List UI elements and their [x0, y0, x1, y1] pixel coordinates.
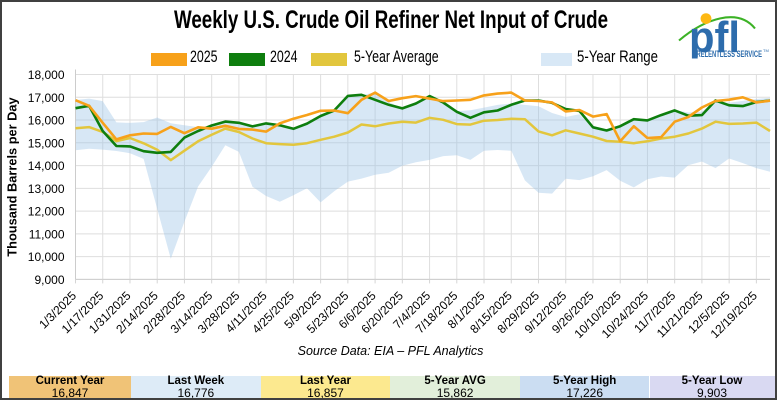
svg-text:14,000: 14,000 [28, 159, 65, 173]
svg-text:Thousand Barrels per Day: Thousand Barrels per Day [5, 96, 20, 256]
svg-text:RELENTLESS SERVICE: RELENTLESS SERVICE [697, 49, 763, 59]
svg-text:16,000: 16,000 [28, 114, 65, 128]
svg-text:pfl: pfl [689, 13, 740, 62]
svg-text:12,000: 12,000 [28, 205, 65, 219]
svg-text:15,000: 15,000 [28, 136, 65, 150]
svg-text:18,000: 18,000 [28, 68, 65, 82]
svg-text:11,000: 11,000 [29, 228, 65, 242]
svg-text:TM: TM [763, 48, 769, 53]
svg-text:9,000: 9,000 [34, 273, 64, 287]
svg-text:Weekly U.S. Crude Oil Refiner: Weekly U.S. Crude Oil Refiner Net Input … [174, 6, 608, 34]
svg-text:17,000: 17,000 [28, 91, 65, 105]
svg-text:13,000: 13,000 [28, 182, 65, 196]
svg-text:10,000: 10,000 [28, 250, 65, 264]
